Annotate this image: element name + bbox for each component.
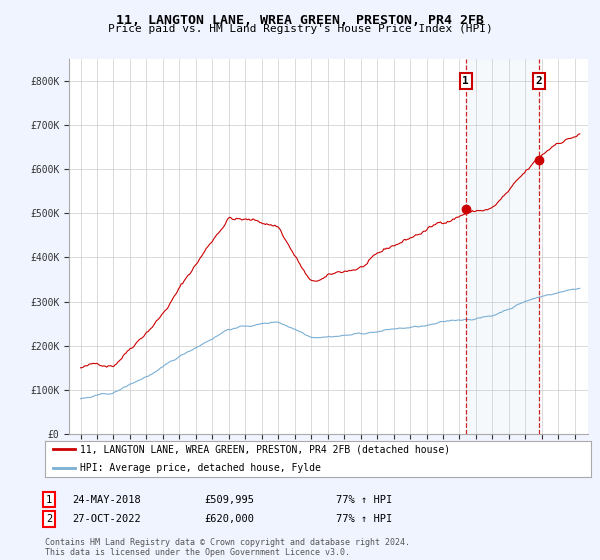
Text: 2: 2 [46, 514, 52, 524]
Text: 11, LANGTON LANE, WREA GREEN, PRESTON, PR4 2FB: 11, LANGTON LANE, WREA GREEN, PRESTON, P… [116, 14, 484, 27]
Text: 24-MAY-2018: 24-MAY-2018 [72, 494, 141, 505]
Text: 77% ↑ HPI: 77% ↑ HPI [336, 494, 392, 505]
Text: 27-OCT-2022: 27-OCT-2022 [72, 514, 141, 524]
Text: 2: 2 [536, 76, 542, 86]
Text: 77% ↑ HPI: 77% ↑ HPI [336, 514, 392, 524]
Text: £620,000: £620,000 [204, 514, 254, 524]
Text: 1: 1 [46, 494, 52, 505]
Text: 11, LANGTON LANE, WREA GREEN, PRESTON, PR4 2FB (detached house): 11, LANGTON LANE, WREA GREEN, PRESTON, P… [80, 444, 451, 454]
Bar [466, 59, 539, 434]
Text: Contains HM Land Registry data © Crown copyright and database right 2024.
This d: Contains HM Land Registry data © Crown c… [45, 538, 410, 557]
Text: 1: 1 [463, 76, 469, 86]
Text: Price paid vs. HM Land Registry's House Price Index (HPI): Price paid vs. HM Land Registry's House … [107, 24, 493, 34]
Text: HPI: Average price, detached house, Fylde: HPI: Average price, detached house, Fyld… [80, 463, 322, 473]
Text: £509,995: £509,995 [204, 494, 254, 505]
